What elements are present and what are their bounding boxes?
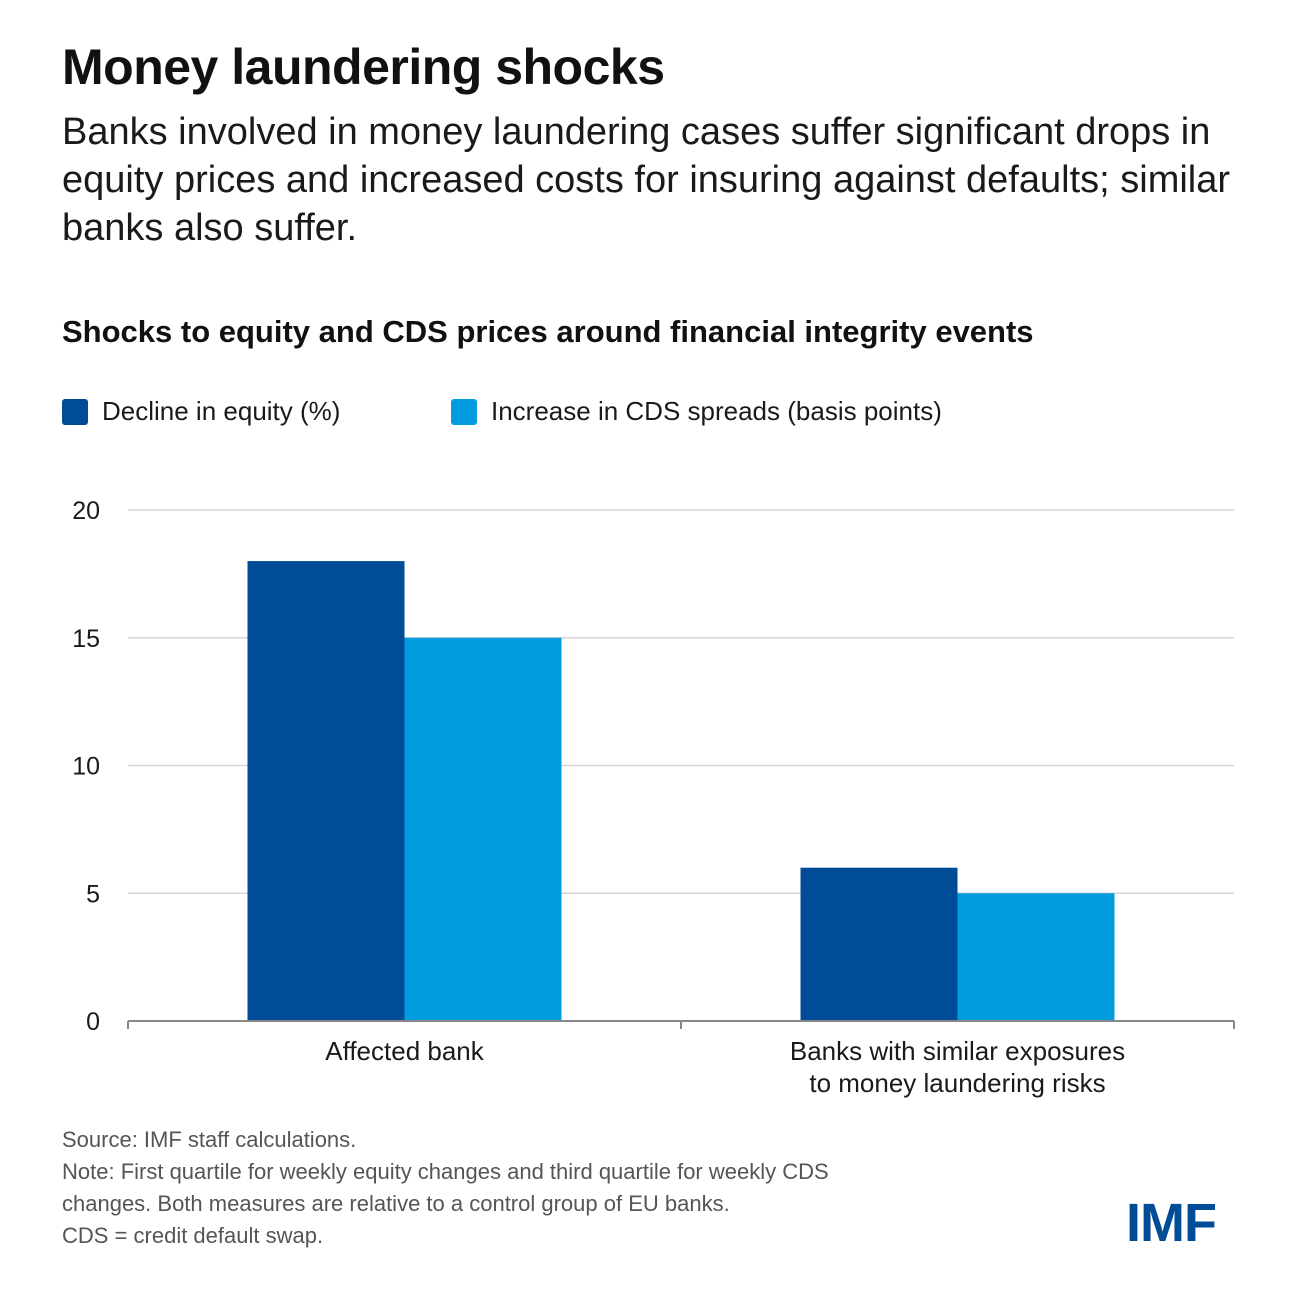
- bar: [957, 893, 1115, 1021]
- page-title: Money laundering shocks: [62, 39, 665, 95]
- legend-label-cds: Increase in CDS spreads (basis points): [491, 396, 942, 426]
- bar-chart: 0 5 10 15 20 Affected bank Banks with similar …: [72, 497, 1235, 1098]
- legend-item-equity: Decline in equity (%): [62, 396, 340, 427]
- abbreviation-note: CDS = credit default swap.: [62, 1223, 324, 1248]
- chart-title: Shocks to equity and CDS prices around f…: [62, 314, 1034, 349]
- y-tick-label: 10: [72, 753, 100, 781]
- y-tick-label: 0: [86, 1008, 100, 1036]
- legend-label-equity: Decline in equity (%): [102, 396, 341, 426]
- x-category-label: Banks with similar exposures to money lau…: [790, 1036, 1125, 1098]
- bar: [404, 637, 562, 1021]
- note-line-1: Note: First quartile for weekly equity c…: [62, 1159, 829, 1184]
- legend-swatch-equity: [62, 398, 88, 425]
- y-tick-label: 15: [72, 625, 100, 653]
- page-subtitle: Banks involved in money laundering cases…: [62, 111, 1231, 249]
- imf-logo: IMF: [1126, 1193, 1217, 1253]
- bar: [247, 561, 405, 1021]
- x-category-label: Affected bank: [325, 1036, 485, 1066]
- footnotes: Source: IMF staff calculations. Note: Fi…: [62, 1124, 1062, 1252]
- y-tick-label: 5: [86, 880, 100, 908]
- bar: [800, 867, 958, 1021]
- legend-swatch-cds: [451, 398, 477, 425]
- legend-item-cds: Increase in CDS spreads (basis points): [451, 396, 942, 427]
- y-tick-label: 20: [72, 497, 100, 525]
- source-note: Source: IMF staff calculations.: [62, 1127, 357, 1152]
- note-line-2: changes. Both measures are relative to a…: [62, 1191, 730, 1216]
